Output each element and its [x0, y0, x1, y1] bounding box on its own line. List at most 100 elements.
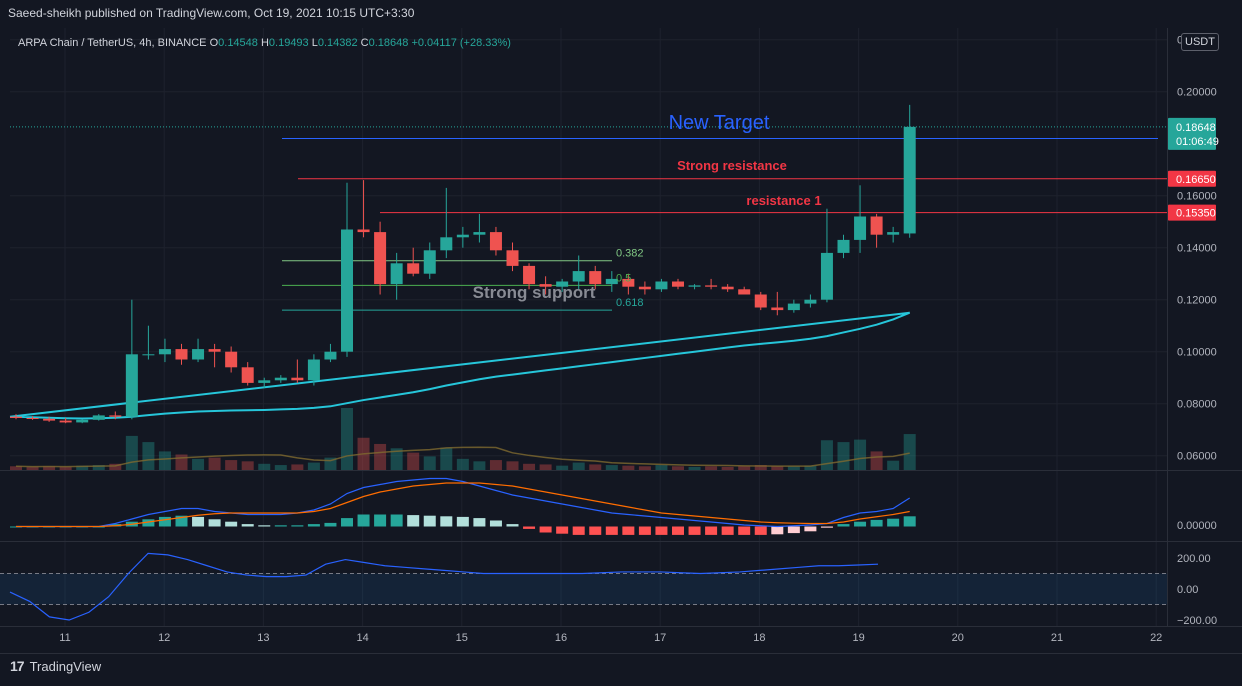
cci-axis-label: 0.00 [1177, 584, 1198, 596]
legend-close-label: C [358, 37, 369, 49]
cci-axis-label: 200.00 [1177, 553, 1211, 565]
macd-histogram-bar [324, 522, 337, 527]
volume-bar [225, 460, 238, 470]
macd-histogram-bar [903, 516, 916, 527]
volume-bar [76, 465, 89, 470]
volume-bar [655, 465, 668, 470]
macd-histogram-bar [721, 526, 734, 535]
price-level-label: 0.15350 [1176, 208, 1216, 220]
macd-signal-line [16, 482, 910, 528]
candle-body [59, 420, 72, 423]
candle-body [589, 271, 602, 285]
annotation-labels: New Target Strong resistance resistance 1 S… [473, 112, 822, 309]
volume-bar [10, 466, 22, 470]
macd-histogram-bar [489, 520, 502, 527]
volume-bar [307, 462, 320, 470]
macd-histogram-bar [705, 526, 718, 535]
fib-label: 0.618 [616, 297, 644, 309]
price-level-badge [1168, 170, 1216, 187]
candle-body [43, 418, 56, 421]
candle-body [423, 250, 436, 274]
cci-band [0, 573, 1167, 605]
candle-body [258, 380, 271, 383]
footer-brand[interactable]: 17 TradingView [10, 658, 101, 674]
macd-axis-label: 0.00000 [1177, 520, 1217, 532]
candle-body [307, 359, 320, 381]
price-tick-label: 0.14000 [1177, 243, 1217, 255]
last-price-label: 0.18648 [1176, 122, 1216, 134]
volume-bar [274, 465, 287, 470]
volume-bar [804, 465, 817, 470]
price-level-badge [1168, 204, 1216, 221]
candle-body [572, 271, 585, 282]
candle-body [887, 232, 900, 235]
candle-body [109, 415, 122, 417]
macd-histogram-bar [787, 526, 800, 534]
candle-body [539, 284, 552, 287]
macd-histogram-bar [523, 526, 536, 529]
volume-bar [672, 466, 684, 470]
candle-body [407, 263, 420, 274]
volume-bar [705, 466, 718, 470]
price-tick-label: 0.06000 [1177, 451, 1217, 463]
time-tick-label: 12 [158, 632, 170, 644]
volume-bar [903, 434, 916, 470]
volume-bar [721, 466, 734, 470]
volume-bar [787, 466, 800, 470]
grid [10, 28, 1167, 626]
volume-bar [556, 465, 569, 470]
candle-body [26, 418, 39, 419]
candle-body [787, 303, 800, 311]
volume-bar [489, 460, 502, 470]
time-tick-label: 14 [356, 632, 368, 644]
candle-body [357, 229, 370, 233]
candle-body [506, 250, 519, 266]
legend-low: 0.14382 [318, 37, 358, 49]
volume-bar [688, 466, 701, 470]
macd-histogram-bar [357, 514, 370, 527]
candle-body [142, 354, 155, 356]
time-tick-label: 11 [59, 632, 70, 644]
price-tick-label: 0.16000 [1177, 191, 1217, 203]
macd-histogram-bar [688, 526, 701, 535]
last-price-badge [1168, 117, 1216, 150]
volume-bar [870, 451, 883, 470]
legend-symbol: ARPA Chain / TetherUS, 4h, BINANCE [18, 37, 207, 49]
volume-bar [738, 466, 751, 470]
candle-body [440, 237, 453, 251]
time-tick-label: 16 [555, 632, 567, 644]
candle-body [76, 419, 89, 423]
annotation-lines [10, 126, 1167, 311]
legend-high-label: H [258, 37, 269, 49]
legend-open: 0.14548 [218, 37, 258, 49]
candle-body [705, 285, 718, 287]
volume-bar [539, 464, 552, 470]
volume-bar [440, 447, 453, 470]
volume-bar [407, 452, 420, 470]
legend-change: +0.04117 (+28.33%) [408, 37, 511, 49]
macd-histogram-bar [440, 516, 453, 527]
macd-pane [10, 477, 916, 535]
macd-histogram-bar [291, 525, 304, 527]
macd-histogram-bar [672, 526, 684, 535]
candle-body [125, 354, 138, 417]
macd-histogram-bar [738, 526, 751, 535]
macd-histogram-bar [407, 515, 420, 527]
currency-badge[interactable]: USDT [1181, 33, 1219, 51]
volume-bar [506, 461, 519, 470]
candle-body [473, 232, 486, 235]
volume-bar [887, 460, 900, 470]
volume-bar [92, 465, 105, 470]
chart-legend: ARPA Chain / TetherUS, 4h, BINANCE O0.14… [18, 37, 511, 49]
volume-bar [109, 463, 122, 470]
ema-line [9, 311, 911, 420]
macd-histogram-bar [837, 524, 850, 527]
candle-body [754, 294, 767, 308]
time-tick-label: 13 [257, 632, 269, 644]
volume-bar [754, 465, 767, 470]
volume-bar [241, 461, 254, 470]
macd-histogram-bar [423, 515, 436, 527]
strong-resistance-label: Strong resistance [677, 158, 787, 173]
candle-body [341, 229, 353, 352]
